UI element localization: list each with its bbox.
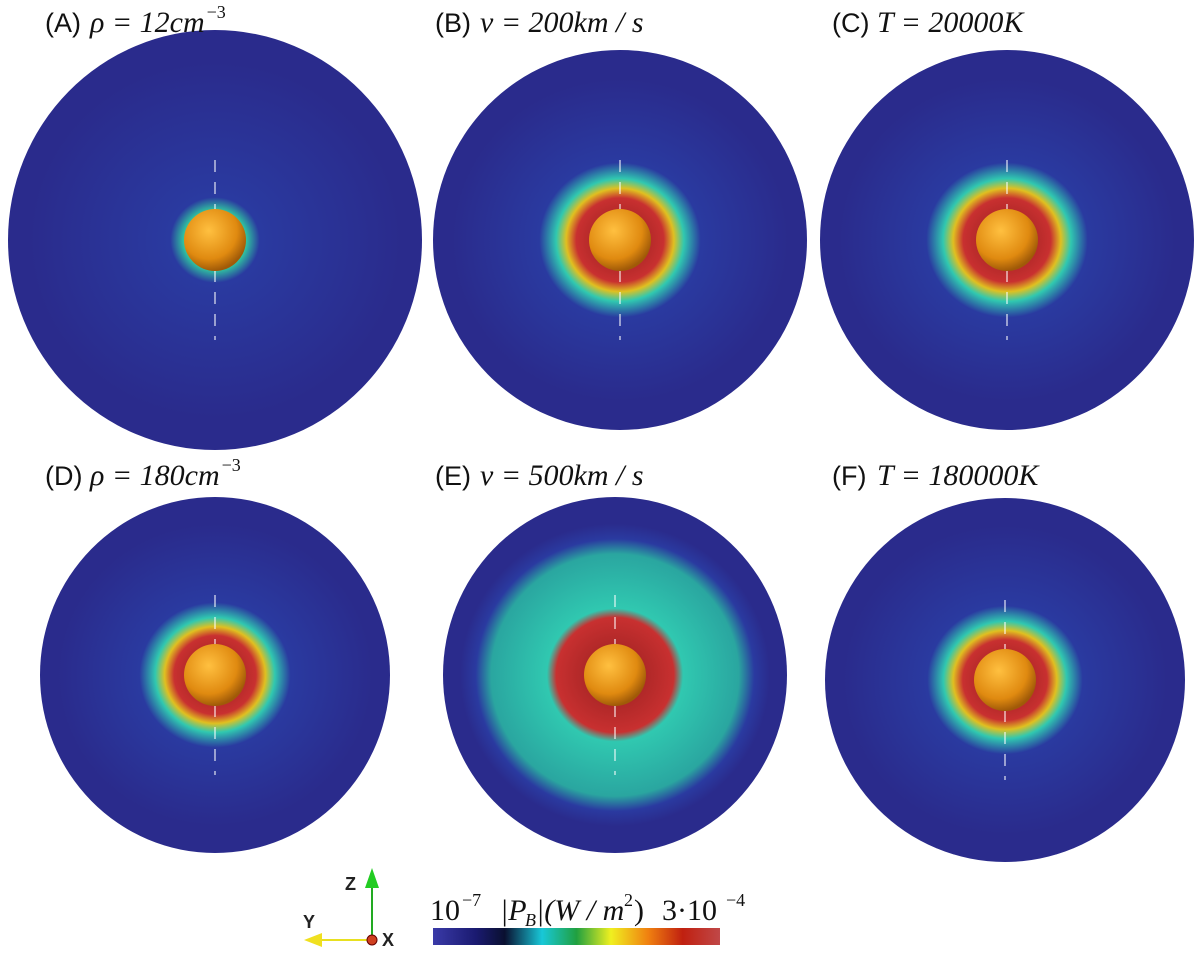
axes-triad: Z Y X — [303, 868, 394, 950]
colorbar-max-exp: −4 — [726, 890, 745, 910]
panel-parameter: ρ = 12cm — [89, 6, 205, 39]
panel-label: (E) — [435, 461, 471, 491]
panel-parameter: v = 500km / s — [480, 459, 644, 492]
panel-label: (C) — [832, 8, 869, 38]
y-arrow — [304, 933, 322, 947]
panel-parameter-exp: −3 — [222, 455, 241, 475]
colorbar-max: 3·10 — [662, 894, 717, 927]
sun — [184, 209, 246, 271]
sun — [974, 649, 1036, 711]
axis-label: Y — [303, 912, 315, 932]
colorbar: 10 −7 |P B |(W / m 2 ) 3·10 −4 — [430, 890, 745, 945]
z-arrow — [365, 868, 379, 888]
panel-label: (A) — [45, 8, 81, 38]
sun — [589, 209, 651, 271]
panel-parameter: T = 180000K — [877, 459, 1040, 492]
colorbar-unit: |(W / m — [536, 894, 624, 927]
panel-parameter: T = 20000K — [877, 6, 1025, 39]
sun — [584, 644, 646, 706]
colorbar-bar — [433, 928, 720, 945]
panels: (A) ρ = 12cm −3 (B) v = 200km / s (C) T = 2000… — [8, 2, 1194, 862]
sun — [184, 644, 246, 706]
sun — [976, 209, 1038, 271]
panel-label: (F) — [832, 461, 866, 491]
colorbar-quantity-sub: B — [525, 910, 536, 930]
panel-parameter-exp: −3 — [207, 2, 226, 22]
colorbar-quantity: |P — [500, 894, 527, 927]
colorbar-unit-end: ) — [634, 894, 644, 927]
axis-label: Z — [345, 874, 356, 894]
panel-parameter: ρ = 180cm — [89, 459, 220, 492]
panel-parameter: v = 200km / s — [480, 6, 644, 39]
colorbar-min-exp: −7 — [462, 890, 481, 910]
panel-label: (B) — [435, 8, 471, 38]
colorbar-min: 10 — [430, 894, 460, 927]
axis-label: X — [382, 930, 394, 950]
panel-label: (D) — [45, 461, 82, 491]
colorbar-unit-sup: 2 — [624, 890, 633, 910]
x-axis — [366, 934, 378, 946]
